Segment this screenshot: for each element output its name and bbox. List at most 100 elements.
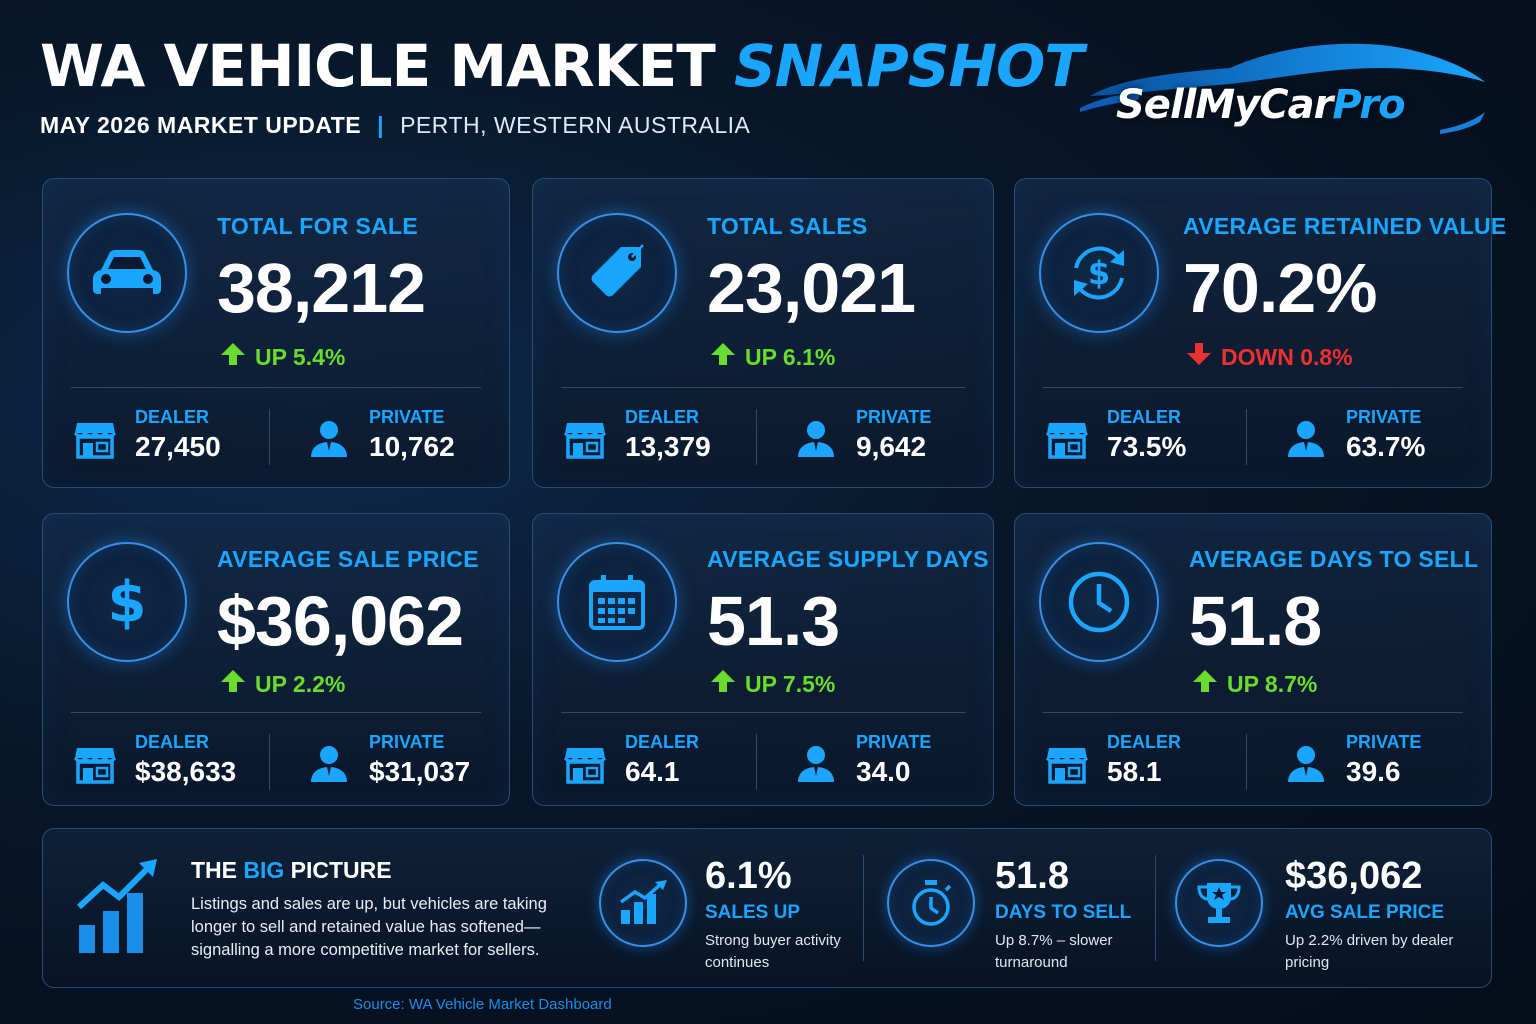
page-title: WA VEHICLE MARKET SNAPSHOT xyxy=(40,34,1084,98)
card-divider xyxy=(1043,712,1463,713)
card-title: AVERAGE SALE PRICE xyxy=(217,546,479,572)
change-text: UP 2.2% xyxy=(255,670,346,697)
subtitle: MAY 2026 MARKET UPDATE | PERTH, WESTERN … xyxy=(40,112,1083,139)
dealer-value: 58.1 xyxy=(1107,756,1162,787)
dealer-value: 13,379 xyxy=(625,431,711,462)
stat-days-label: DAYS TO SELL xyxy=(995,902,1132,923)
private-label: PRIVATE xyxy=(856,407,932,427)
card-divider xyxy=(561,387,965,388)
arrow-up-icon xyxy=(221,343,245,371)
person-icon xyxy=(796,744,836,789)
change-indicator: UP 8.7% xyxy=(1193,670,1317,698)
arrow-up-icon xyxy=(221,670,245,698)
private-value: 39.6 xyxy=(1346,756,1401,787)
sub-divider xyxy=(1246,409,1247,465)
change-indicator: UP 7.5% xyxy=(711,670,835,698)
person-icon xyxy=(309,419,349,464)
bar-growth-icon xyxy=(599,859,687,947)
sub-divider xyxy=(756,409,757,465)
private-value: 34.0 xyxy=(856,756,911,787)
store-icon xyxy=(1045,744,1089,789)
bp-title-accent: BIG xyxy=(243,857,285,883)
person-icon xyxy=(1286,744,1326,789)
metric-card: TOTAL SALES 23,021 UP 6.1% DEALER 13,379… xyxy=(532,178,994,488)
arrow-up-icon xyxy=(711,343,735,371)
clock-icon xyxy=(1039,542,1159,662)
svg-text:$: $ xyxy=(108,570,147,635)
change-indicator: UP 5.4% xyxy=(221,343,345,371)
change-indicator: UP 2.2% xyxy=(221,670,345,698)
card-divider xyxy=(71,387,481,388)
stat-days-value: 51.8 xyxy=(995,855,1069,897)
sub-divider xyxy=(269,409,270,465)
logo-text: SellMyCarPro xyxy=(1116,82,1406,128)
private-value: 63.7% xyxy=(1346,431,1426,462)
arrow-up-icon xyxy=(1193,670,1217,698)
store-icon xyxy=(73,744,117,789)
svg-text:$: $ xyxy=(1088,254,1110,292)
logo-text-main: SellMyCar xyxy=(1116,82,1333,128)
card-divider xyxy=(71,712,481,713)
stat-price-label: AVG SALE PRICE xyxy=(1285,902,1445,923)
card-value: 51.3 xyxy=(707,582,840,660)
subtitle-separator: | xyxy=(377,112,385,138)
change-indicator: DOWN 0.8% xyxy=(1187,343,1353,371)
person-icon xyxy=(309,744,349,789)
stat-sales-label: SALES UP xyxy=(705,902,801,923)
dealer-label: DEALER xyxy=(135,732,210,752)
stat-sales-desc: Strong buyer activity continues xyxy=(705,932,841,971)
change-text: UP 7.5% xyxy=(745,670,836,697)
metric-card: AVERAGE DAYS TO SELL 51.8 UP 8.7% DEALER… xyxy=(1014,513,1492,806)
card-title: AVERAGE SUPPLY DAYS xyxy=(707,546,989,572)
car-silhouette-icon xyxy=(1080,43,1485,134)
metric-card: TOTAL FOR SALE 38,212 UP 5.4% DEALER 27,… xyxy=(42,178,510,488)
trend-chart-icon xyxy=(76,859,157,953)
store-icon xyxy=(1045,419,1089,464)
change-indicator: UP 6.1% xyxy=(711,343,835,371)
price-tag-icon xyxy=(557,213,677,333)
dealer-value: 27,450 xyxy=(135,431,221,462)
logo-text-accent: Pro xyxy=(1332,82,1405,128)
dealer-value: $38,633 xyxy=(135,756,237,787)
arrow-down-icon xyxy=(1187,343,1211,371)
stat-price-desc: Up 2.2% driven by dealer pricing xyxy=(1285,932,1454,971)
dealer-value: 73.5% xyxy=(1107,431,1187,462)
big-picture-text: Listings and sales are up, but vehicles … xyxy=(191,895,547,959)
brand-logo: SellMyCarPro xyxy=(1080,38,1490,138)
trophy-icon xyxy=(1175,859,1263,947)
dealer-label: DEALER xyxy=(135,407,210,427)
metric-card: AVERAGE SUPPLY DAYS 51.3 UP 7.5% DEALER … xyxy=(532,513,994,806)
store-icon xyxy=(73,419,117,464)
location-label: PERTH, WESTERN AUSTRALIA xyxy=(400,112,751,138)
card-title: TOTAL SALES xyxy=(707,213,868,239)
stopwatch-icon xyxy=(887,859,975,947)
dealer-label: DEALER xyxy=(1107,732,1182,752)
private-value: $31,037 xyxy=(369,756,471,787)
calendar-icon xyxy=(557,542,677,662)
card-value: 23,021 xyxy=(707,249,916,327)
card-value: $36,062 xyxy=(217,582,464,660)
sub-divider xyxy=(1246,734,1247,790)
change-text: UP 6.1% xyxy=(745,343,836,370)
change-text: DOWN 0.8% xyxy=(1221,343,1353,370)
bp-title-pre: THE xyxy=(191,857,244,883)
metric-card: $ AVERAGE SALE PRICE $36,062 UP 2.2% DEA… xyxy=(42,513,510,806)
bp-title-post: PICTURE xyxy=(284,857,392,883)
arrow-up-icon xyxy=(711,670,735,698)
stat-divider xyxy=(863,855,864,961)
card-divider xyxy=(1043,387,1463,388)
private-label: PRIVATE xyxy=(1346,732,1422,752)
stat-days-desc: Up 8.7% – slower turnaround xyxy=(995,932,1113,971)
dealer-value: 64.1 xyxy=(625,756,680,787)
dealer-label: DEALER xyxy=(625,732,700,752)
card-value: 70.2% xyxy=(1183,249,1377,327)
change-text: UP 5.4% xyxy=(255,343,346,370)
stat-divider xyxy=(1155,855,1156,961)
private-value: 9,642 xyxy=(856,431,927,462)
sub-divider xyxy=(756,734,757,790)
store-icon xyxy=(563,419,607,464)
source-note: Source: WA Vehicle Market Dashboard xyxy=(353,996,612,1013)
dealer-label: DEALER xyxy=(1107,407,1182,427)
person-icon xyxy=(796,419,836,464)
store-icon xyxy=(563,744,607,789)
